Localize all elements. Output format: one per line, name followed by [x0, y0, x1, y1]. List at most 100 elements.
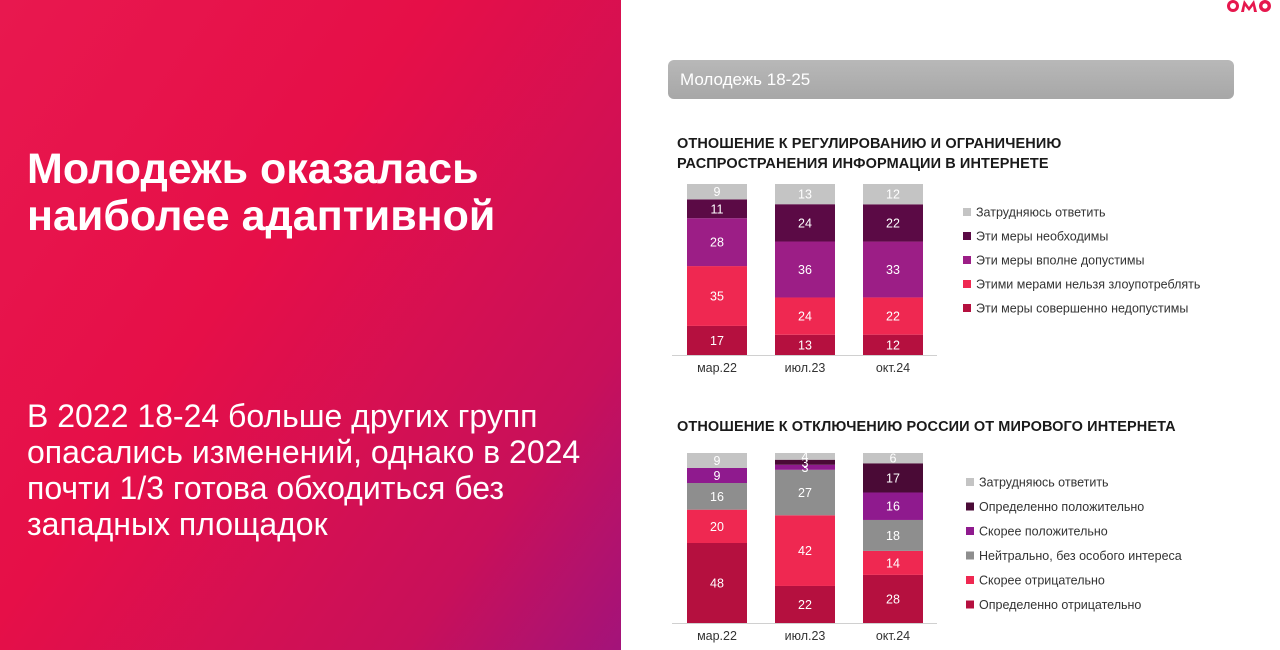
bar-segment	[863, 204, 923, 242]
chart-title-regulation: ОТНОШЕНИЕ К РЕГУЛИРОВАНИЮ И ОГРАНИЧЕНИЮ …	[677, 136, 1062, 172]
legend-label: Скорее отрицательно	[979, 574, 1105, 588]
bar-value-label: 3	[802, 461, 809, 475]
bar-value-label: 48	[710, 577, 724, 591]
legend-label: Определенно положительно	[979, 500, 1144, 514]
bar-value-label: 36	[798, 263, 812, 277]
legend-label: Эти меры совершенно недопустимы	[976, 302, 1188, 316]
legend-swatch	[963, 208, 971, 216]
category-label: июл.23	[785, 361, 826, 375]
stacked-bar-chart-1: 17 35 28 11 9 мар.22 13 24 36 24 13 июл.23 12 22 33 22 1…	[672, 184, 1200, 375]
legend-swatch	[966, 502, 974, 511]
bar-value-label: 14	[886, 556, 900, 570]
legend-label: Нейтрально, без особого интереса	[979, 549, 1182, 563]
bar-value-label: 22	[798, 598, 812, 612]
bar-segment	[775, 453, 835, 460]
bar-value-label: 33	[886, 263, 900, 277]
bar-value-label: 17	[886, 471, 900, 485]
bar-segment	[775, 184, 835, 205]
bar-segment	[863, 574, 923, 623]
bar-value-label: 13	[798, 188, 812, 202]
bar-value-label: 9	[714, 469, 721, 483]
category-label: мар.22	[697, 629, 737, 643]
bar-segment	[863, 184, 923, 205]
legend-swatch	[966, 478, 974, 486]
bar-segment	[863, 519, 923, 551]
bar-segment	[775, 515, 835, 586]
bar-segment	[687, 483, 747, 510]
bar-segment	[687, 218, 747, 267]
legend-swatch	[966, 600, 974, 609]
bar-segment	[863, 492, 923, 520]
left-panel: Молодежь оказалась наиболее адаптивной В…	[0, 0, 621, 650]
bar-value-label: 12	[886, 338, 900, 352]
slide-headline: Молодежь оказалась наиболее адаптивной	[27, 145, 496, 240]
slide-subtext: В 2022 18-24 больше других групп опасали…	[27, 398, 581, 542]
bar-value-label: 28	[710, 236, 724, 250]
bar-segment	[687, 266, 747, 326]
bar-value-label: 4	[802, 450, 809, 464]
bar-segment	[775, 585, 835, 623]
bar-value-label: 27	[798, 486, 812, 500]
bar-value-label: 16	[886, 500, 900, 514]
bar-segment	[687, 509, 747, 543]
legend-swatch	[966, 551, 974, 560]
bar-segment	[687, 453, 747, 468]
bar-segment	[687, 468, 747, 483]
category-label: окт.24	[876, 361, 910, 375]
fom-logo-icon	[1227, 0, 1271, 12]
bar-segment	[775, 204, 835, 242]
legend-swatch	[963, 280, 971, 288]
legend-swatch	[963, 232, 971, 240]
bar-value-label: 9	[714, 454, 721, 468]
stacked-bar-chart-2: 48 20 16 99 мар.22 22 42 27 334 июл.23 28 14 18 16 17 6…	[672, 450, 1182, 643]
bar-value-label: 22	[886, 216, 900, 230]
category-label: окт.24	[876, 629, 910, 643]
bar-value-label: 9	[714, 185, 721, 199]
bar-value-label: 28	[886, 592, 900, 606]
bar-value-label: 22	[886, 310, 900, 324]
bar-segment	[775, 241, 835, 298]
bar-segment	[775, 464, 835, 470]
bar-segment	[775, 469, 835, 516]
bar-value-label: 17	[710, 334, 724, 348]
bar-segment	[863, 463, 923, 493]
legend-label: Скорее положительно	[979, 525, 1108, 539]
legend-label: Эти меры вполне допустимы	[976, 254, 1145, 268]
legend-label: Затрудняюсь ответить	[976, 206, 1106, 220]
bar-segment	[687, 543, 747, 623]
bar-value-label: 6	[890, 452, 897, 466]
legend-swatch	[966, 576, 974, 584]
bar-value-label: 24	[798, 216, 812, 230]
bar-segment	[863, 334, 923, 355]
bar-value-label: 11	[711, 202, 724, 216]
legend-swatch	[963, 256, 971, 264]
bar-value-label: 42	[798, 544, 812, 558]
legend-label: Затрудняюсь ответить	[979, 476, 1109, 490]
bar-segment	[687, 325, 747, 355]
bar-segment	[863, 297, 923, 335]
bar-value-label: 24	[798, 310, 812, 324]
bar-segment	[863, 550, 923, 575]
category-label: июл.23	[785, 629, 826, 643]
bar-value-label: 20	[710, 520, 724, 534]
bar-segment	[863, 453, 923, 464]
section-bar: Молодежь 18-25	[668, 60, 1234, 99]
legend-label: Определенно отрицательно	[979, 598, 1141, 612]
bar-value-label: 18	[886, 529, 900, 543]
legend-label: Этими мерами нельзя злоупотреблять	[976, 278, 1200, 292]
legend-swatch	[966, 527, 974, 535]
bar-value-label: 16	[710, 490, 724, 504]
legend-swatch	[963, 304, 971, 312]
bar-segment	[775, 334, 835, 355]
bar-segment	[775, 297, 835, 335]
bar-value-label: 3	[802, 456, 809, 470]
bar-value-label: 12	[886, 188, 900, 202]
bar-segment	[687, 184, 747, 200]
bar-segment	[863, 241, 923, 298]
chart-title-disconnection: ОТНОШЕНИЕ К ОТКЛЮЧЕНИЮ РОССИИ ОТ МИРОВОГ…	[677, 419, 1176, 435]
bar-value-label: 35	[710, 290, 724, 304]
bar-segment	[687, 199, 747, 219]
bar-segment	[775, 459, 835, 465]
category-label: мар.22	[697, 361, 737, 375]
